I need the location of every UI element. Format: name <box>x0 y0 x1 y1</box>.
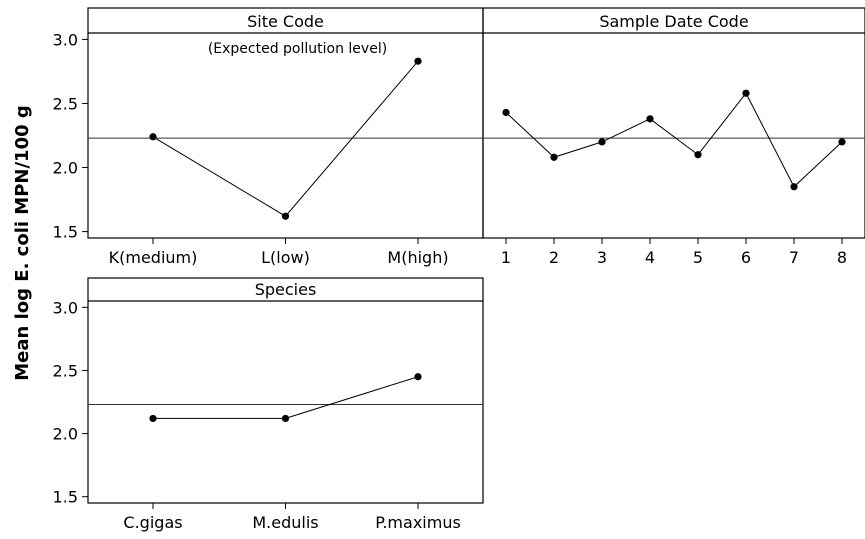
y-tick-label: 3.0 <box>53 30 78 49</box>
x-tick-label: 2 <box>549 248 559 267</box>
x-tick-label: 5 <box>693 248 703 267</box>
y-axis-label: Mean log E. coli MPN/100 g <box>12 105 33 381</box>
data-point <box>414 373 422 381</box>
x-tick-label: 7 <box>789 248 799 267</box>
x-tick-label: M.edulis <box>252 513 318 532</box>
panel-frame <box>87 277 484 504</box>
y-tick-label: 3.0 <box>53 298 78 317</box>
panel-2: Sample Date Code 1 2 3 4 5 6 7 8 <box>482 7 865 267</box>
data-point <box>598 138 606 146</box>
series-line <box>505 92 843 188</box>
panel-frame <box>482 7 865 239</box>
data-point <box>502 108 510 117</box>
x-tick-label: K(medium) <box>109 248 198 267</box>
data-point <box>646 115 654 123</box>
y-axis-label-group: Mean log E. coli MPN/100 g <box>12 105 33 381</box>
data-point <box>838 138 846 146</box>
y-tick-label: 1.5 <box>53 488 78 507</box>
panel-title: Site Code <box>247 12 324 31</box>
x-tick-label: 8 <box>837 248 847 267</box>
data-point <box>281 212 290 220</box>
panel-title: Species <box>255 280 317 299</box>
data-point <box>149 414 157 423</box>
x-tick-label: 4 <box>645 248 655 267</box>
x-tick-label: 6 <box>741 248 751 267</box>
x-tick-label: 1 <box>501 248 511 267</box>
panels: Site Code (Expected pollution level) 1.5 2.… <box>53 7 865 532</box>
panel-1: Site Code (Expected pollution level) 1.5 2.… <box>53 7 484 267</box>
panel-annotation: (Expected pollution level) <box>208 41 387 57</box>
x-tick-label: 3 <box>597 248 607 267</box>
x-tick-label: P.maximus <box>375 513 461 532</box>
series-line <box>152 60 419 217</box>
data-point <box>281 414 290 423</box>
y-tick-label: 2.0 <box>53 159 78 178</box>
panel-title: Sample Date Code <box>599 12 748 31</box>
data-point <box>790 183 798 191</box>
x-tick-label: M(high) <box>387 248 448 267</box>
data-point <box>550 153 558 161</box>
y-tick-label: 2.5 <box>53 94 78 113</box>
panel-3: Species 1.5 2.0 2.5 3.0 C.gigas M.edulis P.maxi… <box>53 277 484 532</box>
data-point <box>694 151 702 159</box>
y-tick-label: 2.5 <box>53 361 78 380</box>
data-point <box>149 133 157 141</box>
y-tick-label: 1.5 <box>53 223 78 242</box>
series-line <box>153 376 419 419</box>
y-tick-label: 2.0 <box>53 425 78 444</box>
data-point <box>414 57 422 65</box>
x-tick-label: L(low) <box>261 248 310 267</box>
x-tick-label: C.gigas <box>123 513 182 532</box>
data-point <box>742 89 750 97</box>
